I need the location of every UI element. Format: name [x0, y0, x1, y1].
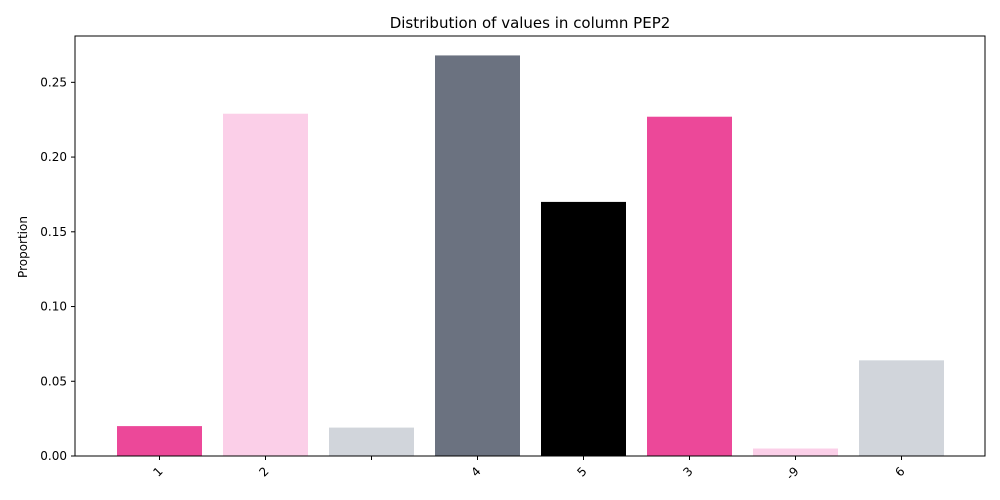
x-tick-label: 1 — [150, 464, 165, 479]
y-tick-label: 0.25 — [40, 75, 67, 89]
bar-5 — [541, 201, 626, 456]
x-tick-label: 6 — [892, 464, 907, 479]
plot-frame — [74, 35, 986, 457]
x-tick-label: 5 — [574, 464, 589, 479]
y-tick-label: 0.05 — [40, 374, 67, 388]
bar-1 — [117, 426, 202, 456]
y-axis-label: Proportion — [16, 216, 30, 278]
x-tick-label: 4 — [468, 464, 483, 479]
bar-2 — [223, 113, 308, 457]
bar-blank — [329, 427, 414, 456]
chart-title: Distribution of values in column PEP2 — [390, 14, 671, 32]
x-ticks-group: 1 2 4 5 3 -9 6 — [150, 456, 908, 483]
bar--9 — [753, 448, 838, 456]
x-tick-label: -9 — [783, 464, 801, 482]
bar-3 — [647, 116, 732, 457]
y-tick-label: 0.20 — [40, 150, 67, 164]
x-tick-label: 2 — [256, 464, 271, 479]
y-ticks-group: 0.00 0.05 0.10 0.15 0.20 0.25 — [40, 75, 75, 463]
y-tick-label: 0.10 — [40, 300, 67, 314]
bars-group — [117, 55, 944, 457]
x-tick-label: 3 — [680, 464, 695, 479]
bar-4 — [435, 55, 520, 456]
y-tick-label: 0.15 — [40, 225, 67, 239]
bar-6 — [859, 360, 944, 456]
y-tick-label: 0.00 — [40, 449, 67, 463]
